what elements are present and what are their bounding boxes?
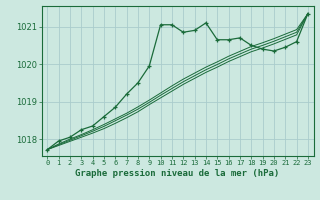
X-axis label: Graphe pression niveau de la mer (hPa): Graphe pression niveau de la mer (hPa) — [76, 169, 280, 178]
